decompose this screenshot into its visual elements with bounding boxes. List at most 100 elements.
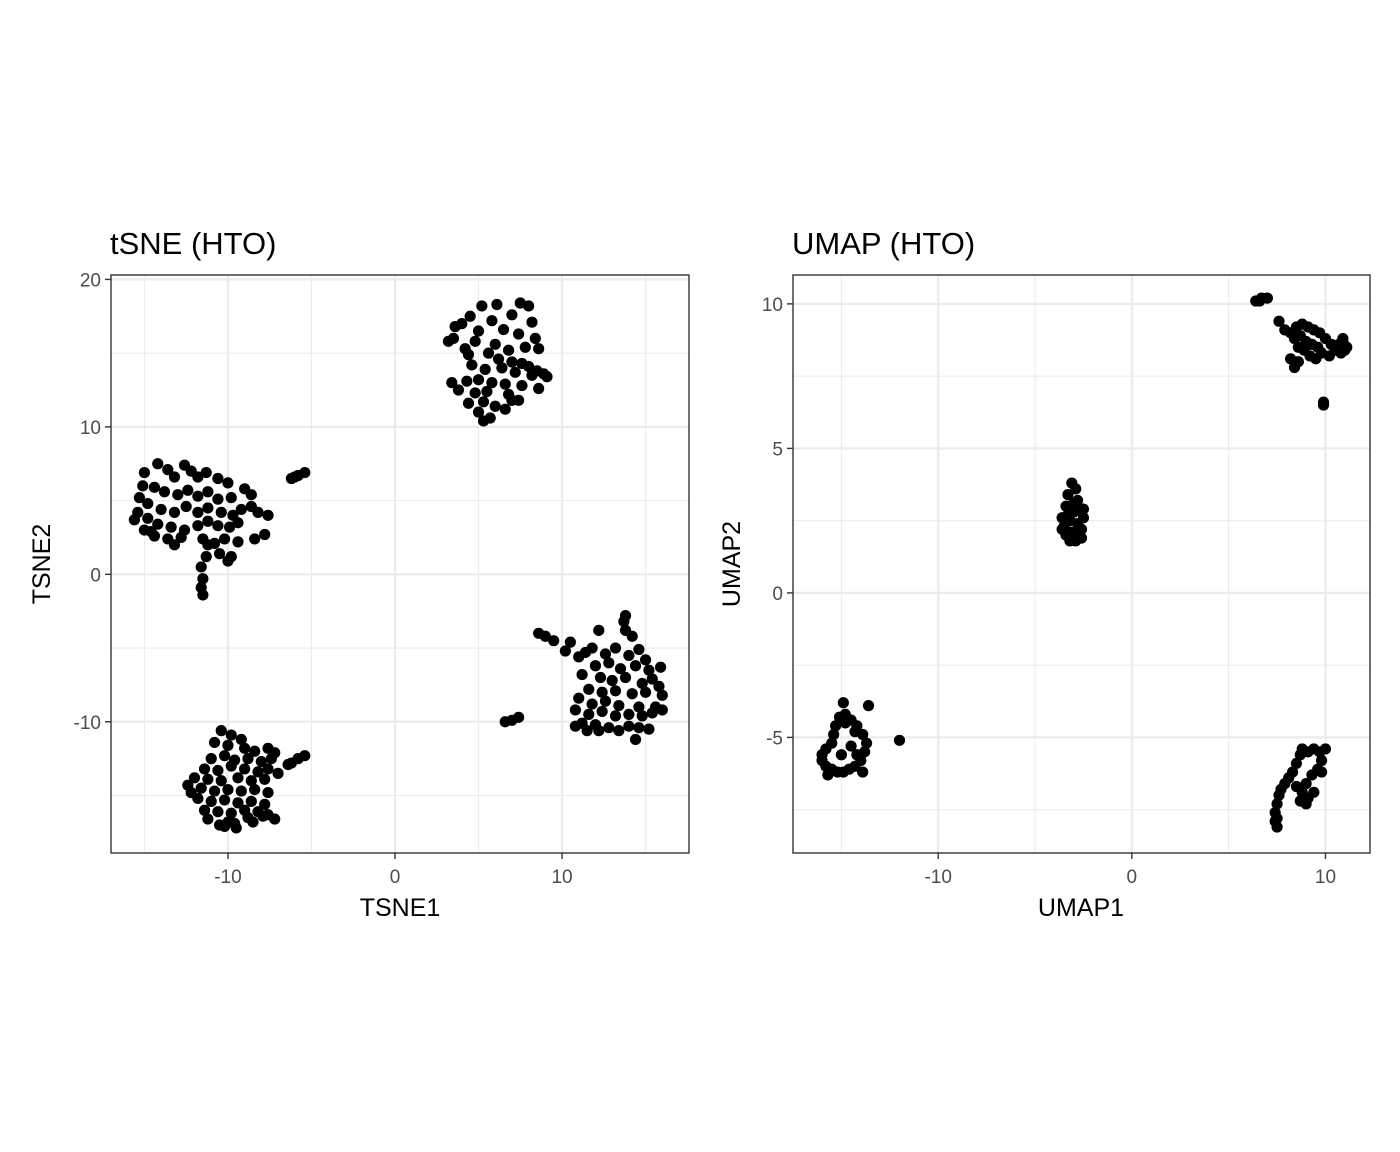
tsne-data-point bbox=[623, 649, 635, 662]
tsne-data-point bbox=[232, 772, 244, 784]
umap-y-axis-label: UMAP2 bbox=[718, 521, 746, 607]
tsne-data-point bbox=[523, 300, 535, 312]
tsne-data-point bbox=[222, 477, 234, 489]
tsne-data-point bbox=[142, 497, 154, 510]
tsne-data-point bbox=[262, 509, 274, 521]
umap-data-point bbox=[860, 737, 873, 749]
tsne-data-point bbox=[225, 760, 237, 772]
tsne-data-point bbox=[225, 492, 237, 504]
umap-data-point bbox=[822, 769, 834, 781]
tsne-data-point bbox=[593, 725, 605, 737]
umap-data-point bbox=[1254, 295, 1266, 307]
tsne-data-point bbox=[619, 624, 632, 636]
tsne-data-point bbox=[192, 490, 204, 502]
umap-data-point bbox=[1315, 766, 1328, 778]
tsne-data-point bbox=[643, 723, 655, 735]
tsne-panel-border bbox=[110, 274, 690, 854]
tsne-data-point bbox=[472, 325, 485, 337]
tsne-x-axis-ticks: -10 0 10 bbox=[214, 853, 573, 888]
tsne-data-point bbox=[137, 480, 149, 492]
tsne-data-point bbox=[469, 387, 481, 399]
tsne-data-point bbox=[133, 492, 145, 504]
tsne-data-point bbox=[629, 733, 642, 746]
tsne-data-point bbox=[539, 630, 551, 642]
umap-data-point bbox=[1306, 769, 1318, 781]
tsne-data-point bbox=[212, 493, 224, 505]
umap-data-point bbox=[835, 749, 848, 761]
tsne-data-point bbox=[586, 642, 598, 654]
tsne-data-point bbox=[218, 820, 231, 833]
tsne-data-point bbox=[609, 642, 622, 654]
tsne-data-point bbox=[235, 785, 247, 797]
tsne-x-tick-label: -10 bbox=[214, 867, 241, 888]
tsne-data-point bbox=[489, 400, 501, 412]
tsne-data-point bbox=[449, 321, 461, 333]
tsne-data-point bbox=[148, 481, 161, 493]
tsne-data-point bbox=[202, 502, 214, 514]
umap-data-point bbox=[1312, 341, 1324, 353]
umap-data-point bbox=[1319, 743, 1332, 755]
umap-data-point bbox=[1333, 338, 1345, 350]
tsne-y-tick-label: 20 bbox=[80, 270, 101, 291]
tsne-y-axis-label: TSNE2 bbox=[28, 524, 56, 605]
tsne-data-point bbox=[529, 332, 541, 345]
tsne-data-point bbox=[202, 515, 214, 527]
tsne-data-point bbox=[218, 533, 231, 545]
umap-data-point bbox=[1062, 509, 1074, 521]
umap-data-point bbox=[1292, 341, 1304, 353]
tsne-data-point bbox=[249, 745, 261, 757]
tsne-data-point bbox=[213, 548, 226, 560]
tsne-data-point bbox=[265, 753, 277, 765]
tsne-data-point bbox=[272, 767, 284, 779]
tsne-data-point bbox=[198, 763, 211, 775]
tsne-data-point bbox=[252, 766, 264, 778]
umap-data-point bbox=[1300, 778, 1312, 790]
tsne-data-point bbox=[165, 521, 177, 533]
tsne-data-point bbox=[242, 753, 254, 765]
tsne-data-point bbox=[593, 624, 605, 636]
tsne-data-point bbox=[623, 708, 635, 720]
tsne-data-point bbox=[619, 671, 632, 684]
tsne-data-point bbox=[138, 466, 151, 479]
umap-data-point bbox=[1068, 497, 1080, 509]
tsne-data-point bbox=[215, 775, 227, 787]
tsne-data-point bbox=[195, 561, 207, 573]
tsne-data-point bbox=[653, 680, 665, 692]
umap-data-point bbox=[1317, 399, 1330, 411]
umap-y-tick-label: -5 bbox=[766, 728, 783, 749]
tsne-data-point bbox=[232, 517, 244, 529]
tsne-y-tick-label: -10 bbox=[74, 713, 101, 734]
umap-data-point bbox=[1290, 757, 1303, 770]
tsne-data-point bbox=[569, 704, 582, 716]
tsne-data-point bbox=[212, 472, 224, 485]
umap-data-point bbox=[1271, 821, 1283, 833]
tsne-data-point bbox=[200, 466, 212, 479]
umap-data-point bbox=[828, 728, 840, 741]
tsne-data-point bbox=[269, 813, 281, 825]
tsne-data-point bbox=[215, 725, 227, 737]
tsne-data-point bbox=[299, 750, 311, 762]
tsne-data-point bbox=[215, 506, 227, 518]
tsne-data-point bbox=[461, 375, 473, 387]
umap-data-point bbox=[1294, 795, 1306, 807]
tsne-data-point bbox=[247, 816, 259, 828]
tsne-data-point bbox=[649, 701, 662, 713]
umap-data-point bbox=[1271, 812, 1283, 824]
tsne-data-point bbox=[452, 384, 465, 396]
tsne-data-point bbox=[477, 396, 490, 408]
tsne-data-point bbox=[180, 500, 192, 513]
umap-data-point bbox=[845, 740, 857, 752]
tsne-data-point bbox=[446, 377, 458, 389]
tsne-data-point bbox=[489, 338, 501, 350]
tsne-data-point bbox=[172, 489, 184, 501]
umap-data-point bbox=[839, 717, 851, 729]
tsne-data-point bbox=[618, 615, 630, 628]
umap-y-axis-ticks: -5 0 5 10 bbox=[762, 295, 793, 749]
tsne-data-point bbox=[613, 699, 625, 712]
tsne-data-point bbox=[596, 705, 608, 718]
tsne-data-point bbox=[609, 710, 622, 722]
tsne-data-point bbox=[202, 813, 214, 825]
tsne-data-point bbox=[576, 668, 588, 681]
tsne-data-point bbox=[212, 806, 224, 818]
tsne-data-point bbox=[506, 309, 518, 321]
